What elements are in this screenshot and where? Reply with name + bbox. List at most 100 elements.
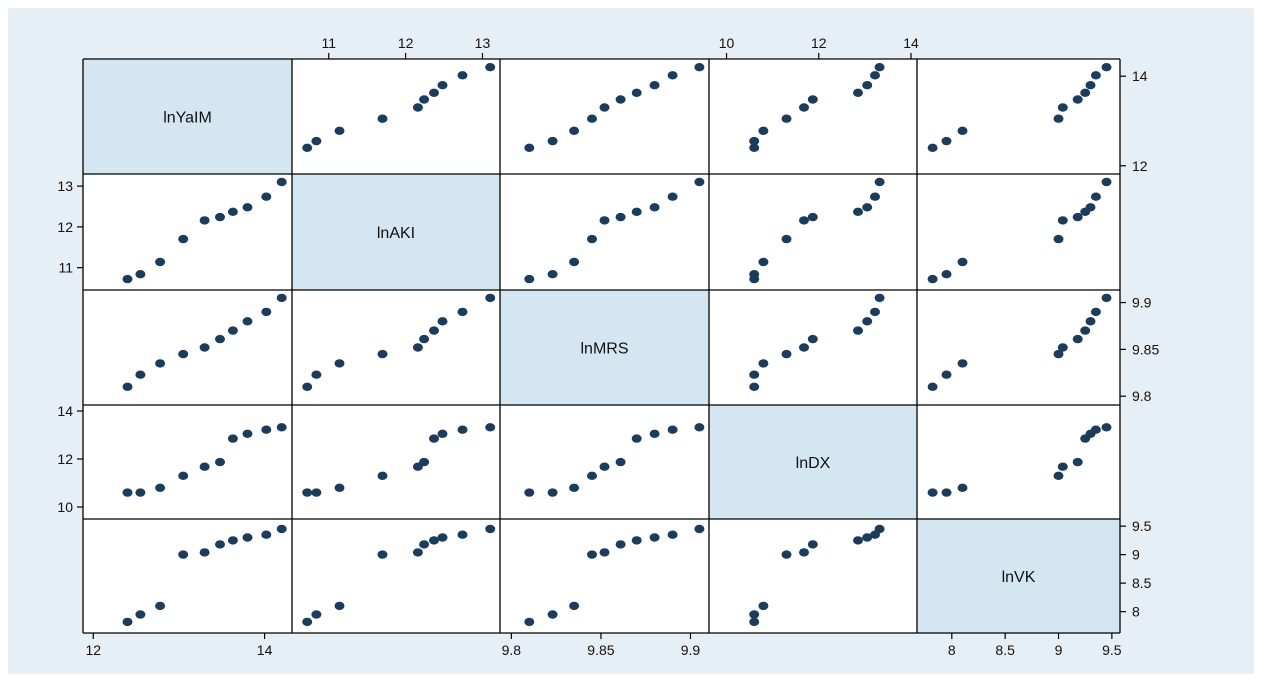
data-point (631, 207, 642, 216)
panel-lnyaim-vs-lnyaim: lnYaIM (83, 59, 292, 174)
data-point (1090, 192, 1101, 201)
data-point (799, 216, 809, 225)
data-point (874, 177, 885, 187)
data-point (429, 88, 439, 98)
data-point (419, 334, 430, 344)
data-point (334, 483, 345, 492)
panel-lnvk-vs-lnmrs (500, 519, 709, 633)
panel-lnmrs-vs-lnmrs: lnMRS (500, 290, 709, 405)
panel-bg (292, 290, 500, 405)
data-point (429, 536, 439, 545)
data-point (694, 177, 705, 187)
data-point (437, 81, 448, 90)
panel-bg (83, 290, 292, 405)
data-point (457, 530, 468, 539)
panel-lnaki-vs-lnyaim (83, 174, 292, 290)
diagonal-cell-bg (709, 405, 917, 519)
data-point (599, 462, 610, 471)
data-point (215, 540, 225, 549)
data-point (1053, 349, 1064, 359)
x-tick-label-lnyaim: 12 (85, 642, 101, 658)
data-point (276, 177, 287, 187)
data-point (242, 429, 253, 438)
data-point (599, 103, 610, 112)
data-point (957, 359, 968, 368)
data-point (178, 550, 189, 559)
data-point (1090, 71, 1101, 80)
y-tick-label-lnyaim: 12 (1132, 158, 1148, 174)
data-point (927, 382, 938, 391)
panel-lnmrs-vs-lnaki (292, 290, 500, 405)
data-point (649, 81, 660, 90)
panel-bg (917, 290, 1120, 405)
panel-bg (917, 174, 1120, 290)
data-point (547, 610, 558, 619)
y-tick-label-lnaki: 11 (58, 260, 73, 276)
panel-lndx-vs-lnmrs (500, 405, 709, 519)
x-tick-label-lnmrs: 9.9 (681, 642, 701, 658)
panel-lnmrs-vs-lnyaim (83, 290, 292, 405)
panel-lnaki-vs-lnaki: lnAKI (292, 174, 500, 290)
data-point (667, 530, 678, 539)
data-point (569, 126, 580, 135)
data-point (1101, 62, 1112, 72)
data-point (334, 601, 345, 611)
data-point (781, 234, 792, 244)
data-point (874, 524, 885, 534)
data-point (781, 550, 792, 559)
data-point (122, 274, 133, 284)
data-point (311, 488, 322, 497)
data-point (957, 483, 968, 492)
y-tick-label-lndx: 14 (57, 403, 73, 419)
x-tick-label-lnmrs: 9.85 (587, 642, 614, 658)
data-point (569, 601, 580, 611)
variable-label-lndx: lnDX (796, 455, 831, 472)
data-point (749, 382, 760, 391)
data-point (862, 81, 873, 90)
data-point (941, 136, 952, 146)
data-point (437, 429, 448, 438)
data-point (853, 207, 863, 216)
data-point (941, 488, 952, 497)
data-point (437, 317, 448, 326)
variable-label-lnmrs: lnMRS (580, 341, 628, 358)
y-tick-label-lnvk: 8.5 (1132, 575, 1152, 591)
data-point (587, 471, 597, 480)
data-point (412, 103, 423, 112)
data-point (302, 382, 313, 391)
data-point (457, 425, 468, 434)
x-tick-label-lndx: 12 (811, 35, 827, 51)
data-point (302, 617, 313, 627)
data-point (485, 423, 496, 432)
x-tick-label-lnaki: 11 (321, 35, 336, 51)
data-point (227, 326, 238, 335)
data-point (419, 95, 430, 104)
panel-bg (83, 519, 292, 633)
panel-lnmrs-vs-lnvk (917, 290, 1120, 405)
data-point (631, 434, 642, 443)
y-tick-label-lndx: 12 (57, 451, 73, 467)
data-point (1072, 95, 1083, 104)
x-tick-label-lndx: 10 (719, 35, 735, 51)
data-point (615, 457, 626, 467)
x-tick-label-lnvk: 9.5 (1102, 642, 1122, 658)
variable-label-lnyaim: lnYaIM (163, 110, 212, 127)
data-point (485, 62, 496, 72)
data-point (941, 270, 952, 279)
data-point (429, 326, 439, 335)
x-tick-label-lndx: 14 (903, 35, 919, 51)
data-point (311, 610, 322, 619)
data-point (1053, 114, 1064, 123)
data-point (749, 610, 760, 619)
data-point (870, 71, 880, 80)
data-point (242, 203, 253, 212)
panel-lndx-vs-lnaki (292, 405, 500, 519)
data-point (1057, 216, 1068, 225)
data-point (524, 488, 535, 497)
data-point (862, 533, 873, 542)
data-point (227, 434, 238, 443)
data-point (667, 71, 678, 80)
data-point (1101, 177, 1112, 187)
diagonal-cell-bg (500, 290, 709, 405)
